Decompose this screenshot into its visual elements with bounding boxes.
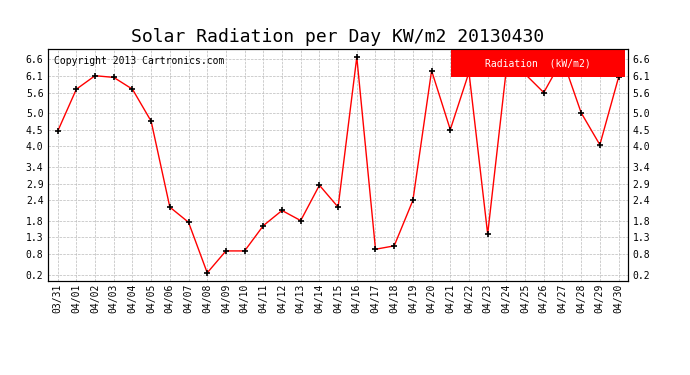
Title: Solar Radiation per Day KW/m2 20130430: Solar Radiation per Day KW/m2 20130430 [132,28,544,46]
Text: Copyright 2013 Cartronics.com: Copyright 2013 Cartronics.com [54,56,224,66]
